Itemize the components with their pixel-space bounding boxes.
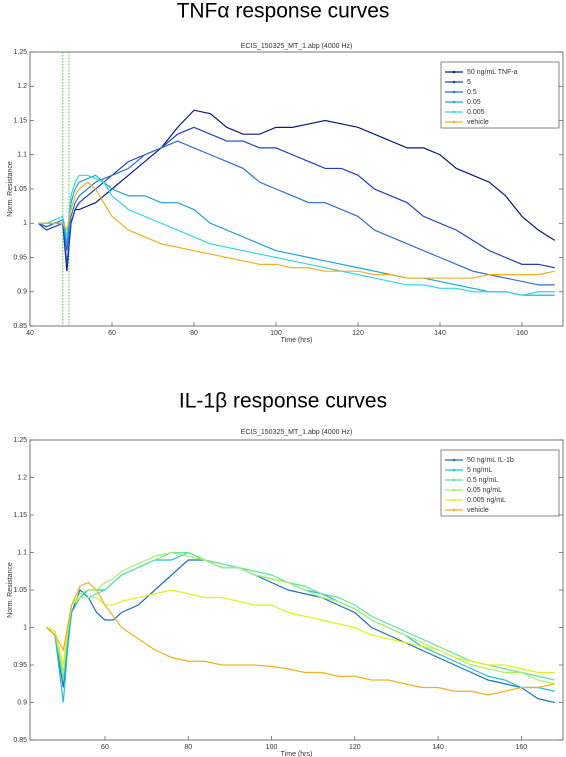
y-tick-label: 1.2 [17, 83, 27, 90]
x-tick-label: 100 [270, 330, 282, 337]
x-tick-label: 60 [101, 744, 109, 751]
y-tick-label: 1.25 [13, 437, 27, 444]
y-tick-label: 1.1 [17, 152, 27, 159]
y-tick-label: 1.1 [17, 549, 27, 556]
data-line [37, 109, 556, 272]
y-tick-label: 0.95 [13, 662, 27, 669]
legend-dot [452, 80, 456, 84]
data-line [46, 589, 555, 674]
data-line [38, 181, 555, 279]
y-tick-label: 1.15 [13, 117, 27, 124]
x-tick-label: 60 [108, 330, 116, 337]
y-tick-label: 1.05 [13, 186, 27, 193]
legend-label: 0.005 ng/mL [467, 497, 506, 504]
legend-dot [452, 458, 456, 462]
legend-label: 5 ng/mL [467, 467, 492, 474]
legend-label: 50 ng/mL TNF-a [467, 69, 518, 76]
y-tick-label: 1 [23, 624, 27, 631]
y-tick-label: 1.2 [17, 474, 27, 481]
legend-label: 0.005 [467, 109, 485, 116]
y-tick-label: 1.25 [13, 49, 27, 56]
x-tick-label: 100 [266, 744, 278, 751]
data-line [38, 174, 555, 296]
x-tick-label: 120 [349, 744, 361, 751]
y-tick-label: 1 [23, 220, 27, 227]
legend-dot [452, 110, 456, 114]
data-line [37, 126, 555, 269]
y-tick-label: 0.9 [17, 699, 27, 706]
legend-dot [452, 90, 456, 94]
y-axis-label: Norm. Resistance [7, 161, 14, 217]
x-tick-label: 120 [352, 330, 364, 337]
y-tick-label: 0.85 [13, 323, 27, 330]
x-tick-label: 40 [26, 330, 34, 337]
legend-dot [452, 508, 456, 512]
legend-label: vehicle [467, 507, 489, 514]
y-tick-label: 1.15 [13, 512, 27, 519]
x-axis-label: Time (hrs) [281, 337, 313, 344]
chart-subtitle: ECIS_150325_MT_1.abp (4000 Hz) [241, 43, 353, 50]
chart-subtitle: ECIS_150325_MT_1.abp (4000 Hz) [241, 429, 353, 436]
y-axis-label: Norm. Resistance [7, 562, 14, 618]
chart-title: IL-1β response curves [179, 390, 387, 413]
x-tick-label: 160 [516, 330, 528, 337]
legend-label: 50 ng/mL IL-1b [467, 457, 514, 464]
x-axis-label: Time (hrs) [281, 751, 313, 757]
legend-label: 0.5 [467, 89, 477, 96]
legend: 50 ng/mL TNF-a 5 0.5 0.05 0.005 vehicle [440, 61, 560, 129]
legend-box [440, 449, 560, 517]
y-tick-label: 0.85 [13, 737, 27, 744]
legend-label: 0.05 ng/mL [467, 487, 502, 494]
chart-title: TNFα response curves [177, 0, 390, 23]
legend-dot [452, 468, 456, 472]
legend-label: 0.5 ng/mL [467, 477, 498, 484]
legend-dot [452, 478, 456, 482]
data-line [38, 174, 555, 296]
x-tick-label: 80 [190, 330, 198, 337]
x-tick-label: 140 [434, 330, 446, 337]
x-tick-label: 160 [516, 744, 528, 751]
legend-dot [452, 488, 456, 492]
legend-dot [452, 70, 456, 74]
legend-label: vehicle [467, 119, 489, 126]
data-line [37, 140, 555, 286]
data-line [46, 581, 555, 696]
x-tick-label: 80 [184, 744, 192, 751]
legend-dot [452, 120, 456, 124]
y-tick-label: 0.95 [13, 254, 27, 261]
legend-label: 0.05 [467, 99, 481, 106]
x-tick-label: 140 [432, 744, 444, 751]
legend-dot [452, 498, 456, 502]
legend-box [440, 61, 560, 129]
legend: 50 ng/mL IL-1b 5 ng/mL 0.5 ng/mL 0.05 ng/mL… [440, 449, 560, 517]
legend-dot [452, 100, 456, 104]
legend-label: 5 [467, 79, 471, 86]
y-tick-label: 0.9 [17, 289, 27, 296]
y-tick-label: 1.05 [13, 587, 27, 594]
